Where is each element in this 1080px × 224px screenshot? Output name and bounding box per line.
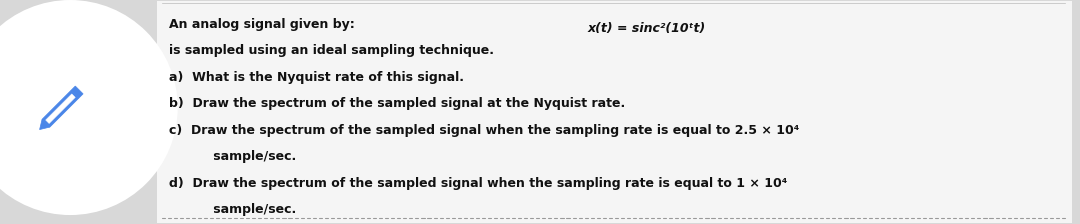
- Polygon shape: [45, 94, 76, 123]
- Polygon shape: [71, 86, 83, 98]
- Polygon shape: [40, 119, 50, 129]
- Text: d)  Draw the spectrum of the sampled signal when the sampling rate is equal to 1: d) Draw the spectrum of the sampled sign…: [168, 177, 787, 190]
- FancyBboxPatch shape: [157, 1, 1072, 223]
- Text: An analog signal given by:: An analog signal given by:: [168, 18, 354, 31]
- Text: sample/sec.: sample/sec.: [187, 203, 296, 216]
- Text: a)  What is the Nyquist rate of this signal.: a) What is the Nyquist rate of this sign…: [168, 71, 463, 84]
- Text: b)  Draw the spectrum of the sampled signal at the Nyquist rate.: b) Draw the spectrum of the sampled sign…: [168, 97, 625, 110]
- Text: c)  Draw the spectrum of the sampled signal when the sampling rate is equal to 2: c) Draw the spectrum of the sampled sign…: [168, 124, 799, 137]
- Polygon shape: [42, 90, 79, 127]
- Text: sample/sec.: sample/sec.: [187, 150, 296, 163]
- Text: is sampled using an ideal sampling technique.: is sampled using an ideal sampling techn…: [168, 44, 494, 57]
- Circle shape: [0, 0, 178, 215]
- Text: x(t) = sinc²(10ᵗt): x(t) = sinc²(10ᵗt): [588, 22, 706, 35]
